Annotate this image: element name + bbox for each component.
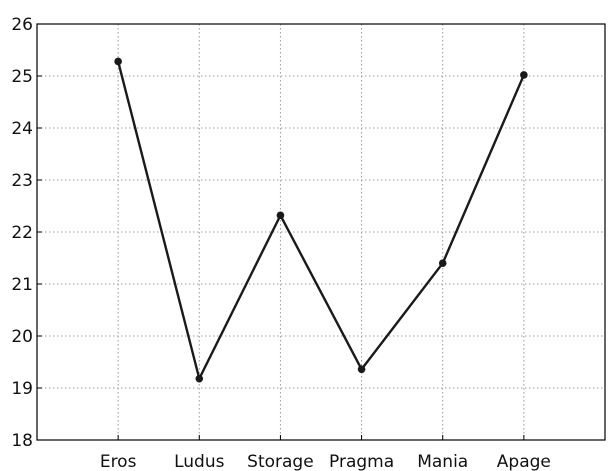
grid-lines — [37, 24, 605, 440]
y-tick-label: 25 — [11, 67, 33, 87]
y-axis-ticks: 18 19 20 21 22 23 24 25 26 — [11, 15, 42, 451]
y-tick-label: 22 — [11, 223, 33, 243]
y-tick-label: 20 — [11, 327, 33, 347]
data-point — [520, 71, 528, 79]
x-tick-label: Ludus — [174, 452, 225, 471]
data-point — [195, 374, 204, 383]
x-tick-label: Pragma — [329, 452, 394, 471]
y-tick-label: 19 — [11, 379, 33, 399]
y-tick-label: 21 — [11, 275, 33, 295]
y-tick-label: 23 — [11, 171, 33, 191]
x-tick-label: Apage — [497, 452, 551, 471]
series-group — [114, 57, 528, 383]
data-point — [438, 259, 447, 268]
x-axis-ticks: Eros Ludus Storage Pragma Mania Apage — [100, 435, 551, 471]
y-tick-label: 18 — [11, 431, 33, 451]
data-point — [357, 365, 366, 374]
x-tick-label: Eros — [100, 452, 137, 471]
series-line — [116, 61, 525, 380]
data-point — [276, 211, 285, 220]
y-tick-label: 26 — [11, 15, 33, 35]
y-tick-label: 24 — [11, 119, 33, 139]
x-tick-label: Storage — [247, 452, 314, 471]
data-point — [114, 57, 122, 66]
x-tick-label: Mania — [417, 452, 468, 471]
